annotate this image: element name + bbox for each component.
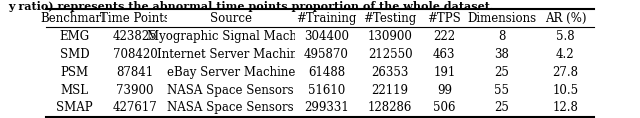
Text: y ratio) represents the abnormal time points proportion of the whole dataset.: y ratio) represents the abnormal time po…	[8, 1, 493, 12]
